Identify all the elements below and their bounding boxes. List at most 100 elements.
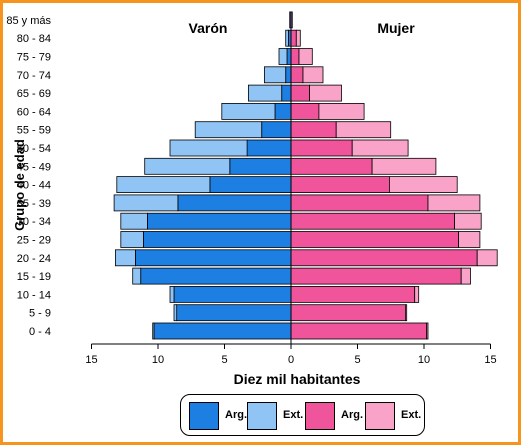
bar-left-ext (169, 139, 248, 157)
bar-right-arg (290, 48, 300, 65)
bar-right-arg (290, 304, 406, 322)
y-tick-labels: 0 - 4 5 - 9 10 - 14 15 - 19 20 - 24 25 - 29 30… (6, 15, 51, 338)
x-tick-label: 15 (484, 354, 496, 366)
bar-left-arg (246, 139, 292, 157)
y-tick-label: 50 - 54 (17, 143, 51, 155)
bar-left-ext (194, 121, 263, 139)
bar-left-ext (263, 66, 287, 84)
y-tick-label: 60 - 64 (17, 106, 51, 118)
bar-right-ext (309, 84, 342, 102)
bar-left-ext (116, 176, 211, 194)
x-tick-label: 0 (288, 354, 294, 366)
bar-left-arg (176, 304, 292, 322)
legend-label: Arg. (225, 409, 247, 421)
legend-swatch (189, 402, 219, 430)
y-tick-label: 10 - 14 (17, 289, 51, 301)
bar-left-ext (120, 231, 144, 248)
bar-left-ext (152, 322, 155, 340)
y-tick-label: 70 - 74 (17, 70, 51, 82)
legend-label: Ext. (401, 409, 422, 421)
y-tick-label: 20 - 24 (17, 253, 51, 265)
bar-right-ext (404, 304, 408, 322)
bar-right-arg (290, 285, 416, 303)
bar-right-ext (302, 66, 324, 84)
legend-label: Ext. (283, 409, 304, 421)
bar-right-ext (351, 139, 409, 157)
bar-left-ext (115, 249, 136, 267)
y-tick-label: 5 - 9 (29, 308, 51, 320)
bar-left-arg (209, 176, 292, 194)
x-tick-label: 10 (152, 354, 164, 366)
bar-right-arg (290, 322, 428, 340)
y-tick-label: 35 - 39 (17, 198, 51, 210)
y-tick-label: 80 - 84 (17, 33, 51, 45)
y-tick-label: 30 - 34 (17, 216, 51, 228)
y-tick-label: 65 - 69 (17, 88, 51, 100)
bar-left-arg (285, 66, 292, 84)
bar-left-arg (153, 322, 292, 340)
bar-left-ext (173, 304, 178, 322)
x-tick-labels: 15 10 5 0 5 10 15 (85, 344, 497, 366)
bar-right-arg (290, 157, 373, 175)
x-axis-title: Diez mil habitantes (234, 371, 361, 387)
bar-left-ext (144, 157, 231, 175)
bar-right-ext (335, 121, 392, 139)
bar-left-ext (120, 212, 148, 230)
bar-right-arg (290, 121, 337, 139)
bar-left-arg (173, 285, 292, 303)
legend-swatch (305, 402, 335, 430)
bar-left-ext (247, 84, 283, 102)
bar-right-ext (458, 231, 481, 248)
x-tick-label: 5 (221, 354, 227, 366)
bar-right-ext (371, 157, 437, 175)
right-side-label: Mujer (377, 20, 415, 36)
bar-right-ext (295, 29, 301, 47)
bar-left-arg (229, 157, 292, 175)
bar-right-ext (454, 212, 482, 230)
bar-left-arg (177, 194, 292, 212)
y-axis-title: Grupo de edad (12, 139, 27, 231)
bar-right-ext (388, 176, 458, 194)
bar-right-arg (290, 103, 320, 120)
bar-right-ext (427, 194, 481, 212)
bar-right-arg (290, 231, 460, 248)
bar-right-ext (476, 249, 498, 267)
legend-swatch (247, 402, 277, 430)
y-tick-label: 40 - 44 (17, 180, 51, 192)
bar-left-ext (221, 103, 276, 120)
bar-right-arg (290, 194, 429, 212)
bar-right-arg (290, 84, 311, 102)
bar-left-arg (140, 267, 292, 285)
bar-right-arg (290, 212, 456, 230)
bar-left-arg (146, 212, 292, 230)
y-tick-label: 85 y más (6, 15, 51, 27)
bar-left-ext (285, 29, 289, 47)
bar-right-arg (290, 29, 297, 47)
bar-right-ext (426, 322, 429, 340)
y-tick-label: 55 - 59 (17, 125, 51, 137)
bar-right-arg (290, 249, 478, 267)
y-tick-label: 75 - 79 (17, 52, 51, 64)
bar-right-ext (298, 48, 313, 65)
bar-left-ext (132, 267, 142, 285)
bar-right-arg (290, 267, 462, 285)
left-side-label: Varón (189, 20, 228, 36)
legend-label: Arg. (341, 409, 363, 421)
bar-right-ext (318, 103, 365, 120)
x-tick-label: 5 (354, 354, 360, 366)
bar-left-ext (169, 285, 175, 303)
bars-layer (113, 11, 498, 340)
legend-swatch (365, 402, 395, 430)
bar-left-ext (278, 48, 288, 65)
x-tick-label: 15 (85, 354, 97, 366)
bar-left-arg (286, 48, 292, 65)
y-tick-label: 25 - 29 (17, 235, 51, 247)
bar-right-arg (290, 139, 353, 157)
x-tick-label: 10 (418, 354, 430, 366)
y-tick-label: 0 - 4 (29, 326, 51, 338)
bar-left-arg (142, 231, 292, 248)
y-tick-label: 45 - 49 (17, 161, 51, 173)
y-tick-label: 15 - 19 (17, 271, 51, 283)
bar-left-arg (134, 249, 292, 267)
